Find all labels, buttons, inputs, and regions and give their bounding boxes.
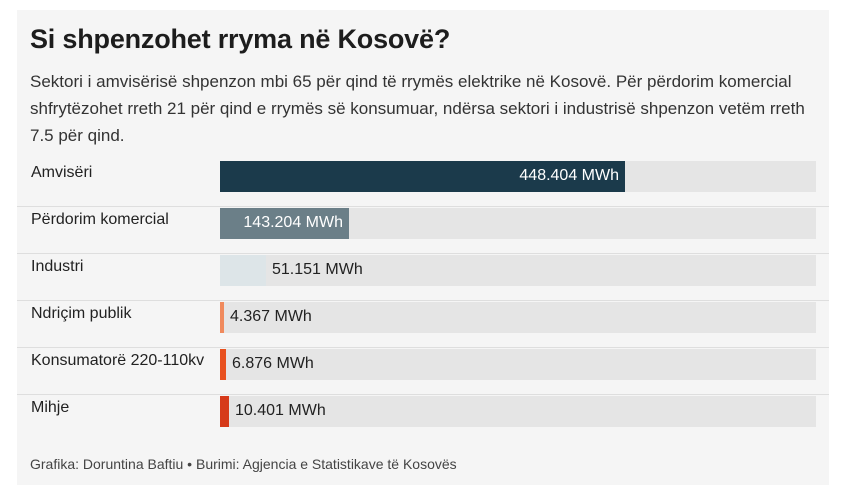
category-label: Përdorim komercial (31, 211, 169, 228)
bar-row: Konsumatorë 220-110kv 6.876 MWh (17, 348, 829, 395)
chart-card: Si shpenzohet rryma në Kosovë? Sektori i… (17, 10, 829, 485)
bar (220, 396, 229, 427)
bar-track: 10.401 MWh (220, 396, 816, 427)
value-label: 4.367 MWh (230, 308, 312, 325)
category-label: Mihje (31, 399, 70, 416)
bar (220, 161, 625, 192)
bar (220, 302, 224, 333)
value-label: 10.401 MWh (235, 402, 326, 419)
bar (220, 208, 349, 239)
value-label: 51.151 MWh (272, 261, 363, 278)
bar-track: 51.151 MWh (220, 255, 816, 286)
category-label: Industri (31, 258, 84, 275)
bar-track: 143.204 MWh (220, 208, 816, 239)
category-label: Amvisëri (31, 164, 93, 181)
bar-row: Mihje 10.401 MWh (17, 395, 829, 442)
bar (220, 255, 266, 286)
category-label: Ndriçim publik (31, 305, 132, 322)
source-credit: Grafika: Doruntina Baftiu • Burimi: Agje… (30, 456, 457, 472)
chart-subtitle: Sektori i amvisërisë shpenzon mbi 65 për… (30, 72, 805, 145)
value-label: 6.876 MWh (232, 355, 314, 372)
value-label: 143.204 MWh (243, 214, 343, 231)
bar (220, 349, 226, 380)
value-label: 448.404 MWh (519, 167, 619, 184)
category-label: Konsumatorë 220-110kv (31, 352, 205, 369)
bar-rows: Amvisëri 448.404 MWh Përdorim komercial 143… (17, 160, 829, 442)
bar-track: 4.367 MWh (220, 302, 816, 333)
bar-track: 6.876 MWh (220, 349, 816, 380)
bar-row: Industri 51.151 MWh (17, 254, 829, 301)
chart-title: Si shpenzohet rryma në Kosovë? (30, 24, 451, 54)
bar-row: Përdorim komercial 143.204 MWh (17, 207, 829, 254)
bar-track: 448.404 MWh (220, 161, 816, 192)
bar-row: Amvisëri 448.404 MWh (17, 160, 829, 207)
bar-row: Ndriçim publik 4.367 MWh (17, 301, 829, 348)
